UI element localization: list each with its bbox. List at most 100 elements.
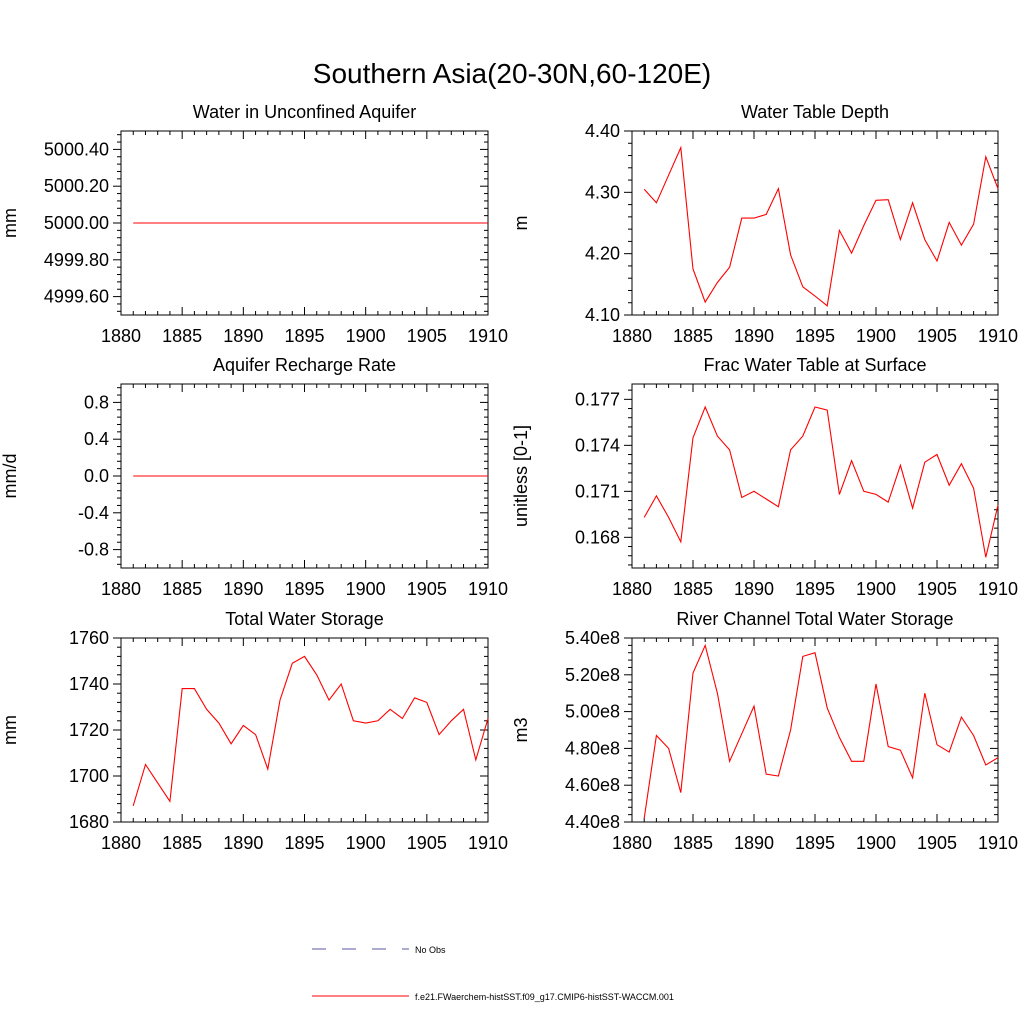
x-tick-label: 1905 <box>917 579 957 599</box>
y-tick-label: 0.168 <box>575 527 620 547</box>
y-tick-label: 5.00e8 <box>565 702 620 722</box>
panel-title: Aquifer Recharge Rate <box>213 355 396 375</box>
x-tick-label: 1905 <box>407 579 447 599</box>
legend: No Obs f.e21.FWaerchem-histSST.f09_g17.CM… <box>312 945 674 1002</box>
series-line <box>132 655 489 807</box>
x-tick-label: 1900 <box>856 833 896 853</box>
y-tick-label: 4.40 <box>585 121 620 141</box>
x-tick-label: 1900 <box>346 833 386 853</box>
y-tick-label: 5.40e8 <box>565 628 620 648</box>
plot-frame <box>631 130 999 316</box>
y-tick-label: 4999.80 <box>44 250 109 270</box>
x-tick-label: 1905 <box>407 833 447 853</box>
x-tick-label: 1880 <box>101 579 141 599</box>
x-tick-label: 1890 <box>734 579 774 599</box>
y-tick-label: 0.0 <box>84 466 109 486</box>
x-tick-label: 1910 <box>468 579 508 599</box>
x-tick-label: 1895 <box>284 579 324 599</box>
y-tick-label: 0.177 <box>575 389 620 409</box>
x-tick-label: 1910 <box>978 579 1018 599</box>
x-tick-label: 1885 <box>162 579 202 599</box>
figure-title: Southern Asia(20-30N,60-120E) <box>313 58 711 89</box>
y-axis-label: mm <box>0 208 20 238</box>
x-tick-label: 1890 <box>223 833 263 853</box>
chart-panel-6: River Channel Total Water Storage m3 1880 1… <box>511 609 1018 853</box>
x-tick-label: 1905 <box>917 326 957 346</box>
panel-title: Water Table Depth <box>741 102 889 122</box>
x-tick-label: 1885 <box>673 326 713 346</box>
x-tick-label: 1900 <box>856 579 896 599</box>
y-tick-label: 0.171 <box>575 481 620 501</box>
panel-title: Water in Unconfined Aquifer <box>193 102 416 122</box>
y-tick-label: 1720 <box>69 720 109 740</box>
x-tick-label: 1885 <box>673 833 713 853</box>
x-tick-label: 1885 <box>162 326 202 346</box>
y-tick-label: 4.10 <box>585 305 620 325</box>
y-axis-label: m3 <box>511 717 531 742</box>
x-tick-label: 1910 <box>978 833 1018 853</box>
y-tick-label: 1760 <box>69 628 109 648</box>
x-tick-label: 1895 <box>795 833 835 853</box>
series-line <box>643 405 999 558</box>
x-tick-label: 1890 <box>223 326 263 346</box>
x-tick-label: 1880 <box>612 833 652 853</box>
legend-label: No Obs <box>415 945 446 955</box>
y-tick-label: 4999.60 <box>44 287 109 307</box>
x-tick-label: 1905 <box>407 326 447 346</box>
series-line <box>643 643 999 819</box>
y-tick-label: 0.4 <box>84 429 109 449</box>
y-tick-label: 5000.40 <box>44 139 109 159</box>
chart-panel-3: Aquifer Recharge Rate mm/d 1880 1885 1890 189… <box>0 355 508 599</box>
chart-panel-1: Water in Unconfined Aquifer mm 1880 1885 189… <box>0 102 508 346</box>
y-tick-label: 4.20 <box>585 244 620 264</box>
x-tick-label: 1885 <box>162 833 202 853</box>
panels: Water in Unconfined Aquifer mm 1880 1885 189… <box>0 102 1018 853</box>
panel-title: River Channel Total Water Storage <box>676 609 953 629</box>
y-axis-label: unitless [0-1] <box>511 425 531 527</box>
y-tick-label: 4.60e8 <box>565 775 620 795</box>
y-tick-label: 5000.20 <box>44 176 109 196</box>
x-tick-label: 1900 <box>856 326 896 346</box>
y-tick-label: -0.8 <box>78 540 109 560</box>
chart-panel-5: Total Water Storage mm 1880 1885 1890 1895 190… <box>0 609 508 853</box>
x-tick-label: 1885 <box>673 579 713 599</box>
y-axis-label: mm <box>0 715 20 745</box>
x-tick-label: 1910 <box>468 833 508 853</box>
y-tick-label: 5.20e8 <box>565 665 620 685</box>
legend-label: f.e21.FWaerchem-histSST.f09_g17.CMIP6-hi… <box>415 992 674 1002</box>
x-tick-label: 1910 <box>468 326 508 346</box>
x-tick-label: 1890 <box>734 326 774 346</box>
y-tick-label: 4.80e8 <box>565 738 620 758</box>
x-tick-label: 1905 <box>917 833 957 853</box>
y-tick-label: 1680 <box>69 812 109 832</box>
y-tick-label: 0.8 <box>84 392 109 412</box>
x-tick-label: 1880 <box>101 326 141 346</box>
x-tick-label: 1880 <box>612 579 652 599</box>
y-tick-label: 1700 <box>69 766 109 786</box>
y-axis-label: m <box>511 216 531 231</box>
x-tick-label: 1900 <box>346 326 386 346</box>
x-tick-label: 1895 <box>284 326 324 346</box>
y-tick-label: -0.4 <box>78 503 109 523</box>
x-tick-label: 1895 <box>284 833 324 853</box>
y-tick-label: 5000.00 <box>44 213 109 233</box>
y-tick-label: 4.40e8 <box>565 812 620 832</box>
x-tick-label: 1910 <box>978 326 1018 346</box>
panel-title: Frac Water Table at Surface <box>703 355 926 375</box>
y-tick-label: 4.30 <box>585 182 620 202</box>
plot-frame <box>631 383 999 569</box>
x-tick-label: 1895 <box>795 579 835 599</box>
series-line <box>643 145 999 307</box>
panel-title: Total Water Storage <box>225 609 383 629</box>
y-tick-label: 0.174 <box>575 435 620 455</box>
x-tick-label: 1890 <box>223 579 263 599</box>
y-axis-label: mm/d <box>0 454 20 499</box>
x-tick-label: 1895 <box>795 326 835 346</box>
x-tick-label: 1890 <box>734 833 774 853</box>
x-tick-label: 1880 <box>101 833 141 853</box>
y-tick-label: 1740 <box>69 674 109 694</box>
x-tick-label: 1880 <box>612 326 652 346</box>
chart-panel-4: Frac Water Table at Surface unitless [0-1… <box>511 355 1018 599</box>
